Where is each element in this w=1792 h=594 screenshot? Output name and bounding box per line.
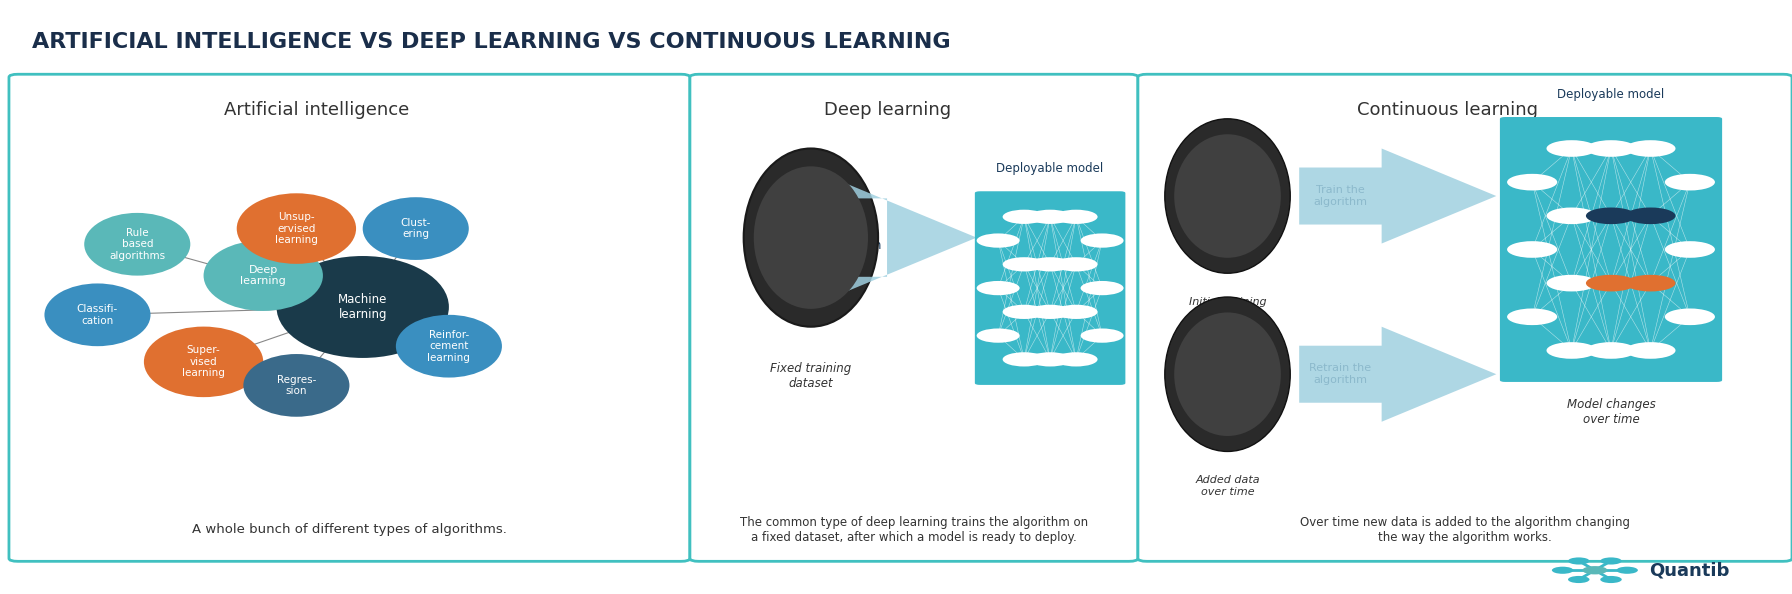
Ellipse shape bbox=[1165, 297, 1290, 451]
Circle shape bbox=[1586, 207, 1636, 224]
Ellipse shape bbox=[1165, 119, 1290, 273]
FancyBboxPatch shape bbox=[975, 191, 1125, 385]
Text: Added data
over time: Added data over time bbox=[1195, 475, 1260, 497]
Ellipse shape bbox=[237, 193, 357, 264]
Circle shape bbox=[1586, 275, 1636, 292]
Ellipse shape bbox=[1174, 312, 1281, 436]
Ellipse shape bbox=[744, 148, 878, 327]
Text: Quantib: Quantib bbox=[1649, 561, 1729, 579]
Ellipse shape bbox=[204, 241, 323, 311]
Circle shape bbox=[1546, 275, 1597, 292]
Ellipse shape bbox=[362, 197, 470, 260]
Circle shape bbox=[1665, 174, 1715, 191]
Text: Classifi-
cation: Classifi- cation bbox=[77, 304, 118, 326]
Text: Machine
learning: Machine learning bbox=[339, 293, 387, 321]
FancyBboxPatch shape bbox=[690, 74, 1138, 561]
Circle shape bbox=[1625, 207, 1676, 224]
Polygon shape bbox=[819, 172, 977, 303]
Circle shape bbox=[1055, 210, 1097, 224]
Circle shape bbox=[1081, 233, 1124, 248]
Ellipse shape bbox=[754, 166, 867, 309]
Circle shape bbox=[1625, 275, 1676, 292]
Circle shape bbox=[977, 233, 1020, 248]
Circle shape bbox=[1625, 342, 1676, 359]
Circle shape bbox=[1600, 557, 1622, 564]
Text: Over time new data is added to the algorithm changing
the way the algorithm work: Over time new data is added to the algor… bbox=[1299, 516, 1631, 544]
Circle shape bbox=[1029, 210, 1072, 224]
Circle shape bbox=[1055, 305, 1097, 319]
Circle shape bbox=[1586, 140, 1636, 157]
Text: Deep
learning: Deep learning bbox=[240, 265, 287, 286]
Circle shape bbox=[977, 328, 1020, 343]
Ellipse shape bbox=[396, 315, 502, 378]
Circle shape bbox=[1568, 557, 1590, 564]
Text: Deep learning: Deep learning bbox=[824, 101, 952, 119]
Circle shape bbox=[1586, 342, 1636, 359]
Circle shape bbox=[1568, 576, 1590, 583]
Text: Model changes
over time: Model changes over time bbox=[1566, 398, 1656, 426]
Circle shape bbox=[1625, 140, 1676, 157]
Circle shape bbox=[1081, 328, 1124, 343]
Circle shape bbox=[1600, 576, 1622, 583]
FancyBboxPatch shape bbox=[1500, 117, 1722, 382]
Text: Super-
vised
learning: Super- vised learning bbox=[183, 345, 226, 378]
Ellipse shape bbox=[143, 327, 263, 397]
Text: Regres-
sion: Regres- sion bbox=[276, 375, 315, 396]
Text: ARTIFICIAL INTELLIGENCE VS DEEP LEARNING VS CONTINUOUS LEARNING: ARTIFICIAL INTELLIGENCE VS DEEP LEARNING… bbox=[32, 31, 952, 52]
Text: Initial training
dataset: Initial training dataset bbox=[1188, 297, 1267, 318]
Circle shape bbox=[977, 281, 1020, 295]
Circle shape bbox=[1055, 352, 1097, 366]
Text: A whole bunch of different types of algorithms.: A whole bunch of different types of algo… bbox=[192, 523, 507, 536]
Circle shape bbox=[1081, 281, 1124, 295]
Text: Artificial intelligence: Artificial intelligence bbox=[224, 101, 409, 119]
Text: Unsup-
ervised
learning: Unsup- ervised learning bbox=[274, 212, 317, 245]
Text: Continuous learning: Continuous learning bbox=[1358, 101, 1539, 119]
Text: The common type of deep learning trains the algorithm on
a fixed dataset, after : The common type of deep learning trains … bbox=[740, 516, 1088, 544]
Polygon shape bbox=[1299, 148, 1496, 244]
Circle shape bbox=[1029, 305, 1072, 319]
Circle shape bbox=[1507, 241, 1557, 258]
Text: Train the
algorithm: Train the algorithm bbox=[1314, 185, 1367, 207]
Circle shape bbox=[1665, 241, 1715, 258]
Text: Reinfor-
cement
learning: Reinfor- cement learning bbox=[428, 330, 470, 363]
Text: Clust-
ering: Clust- ering bbox=[401, 218, 430, 239]
Circle shape bbox=[1004, 305, 1047, 319]
Polygon shape bbox=[1299, 327, 1496, 422]
Text: Rule
based
algorithms: Rule based algorithms bbox=[109, 228, 165, 261]
Circle shape bbox=[1665, 308, 1715, 325]
Ellipse shape bbox=[84, 213, 190, 276]
Ellipse shape bbox=[244, 354, 349, 417]
Ellipse shape bbox=[45, 283, 151, 346]
Ellipse shape bbox=[276, 256, 448, 358]
Circle shape bbox=[1004, 210, 1047, 224]
Text: Retrain the
algorithm: Retrain the algorithm bbox=[1310, 364, 1371, 385]
FancyBboxPatch shape bbox=[1138, 74, 1792, 561]
Circle shape bbox=[1552, 567, 1573, 574]
Circle shape bbox=[1507, 174, 1557, 191]
Text: Deployable model: Deployable model bbox=[1557, 88, 1665, 101]
Circle shape bbox=[1582, 566, 1607, 574]
Circle shape bbox=[1055, 257, 1097, 271]
Ellipse shape bbox=[1174, 134, 1281, 258]
Circle shape bbox=[1546, 140, 1597, 157]
Circle shape bbox=[1507, 308, 1557, 325]
Circle shape bbox=[1546, 342, 1597, 359]
Circle shape bbox=[1029, 257, 1072, 271]
Circle shape bbox=[1029, 352, 1072, 366]
Circle shape bbox=[1004, 352, 1047, 366]
Text: Fixed training
dataset: Fixed training dataset bbox=[771, 362, 851, 390]
Text: Deployable model: Deployable model bbox=[996, 162, 1104, 175]
FancyBboxPatch shape bbox=[9, 74, 690, 561]
Text: Train the
algorithm: Train the algorithm bbox=[824, 223, 882, 252]
Circle shape bbox=[1004, 257, 1047, 271]
Circle shape bbox=[1616, 567, 1638, 574]
Circle shape bbox=[1546, 207, 1597, 224]
